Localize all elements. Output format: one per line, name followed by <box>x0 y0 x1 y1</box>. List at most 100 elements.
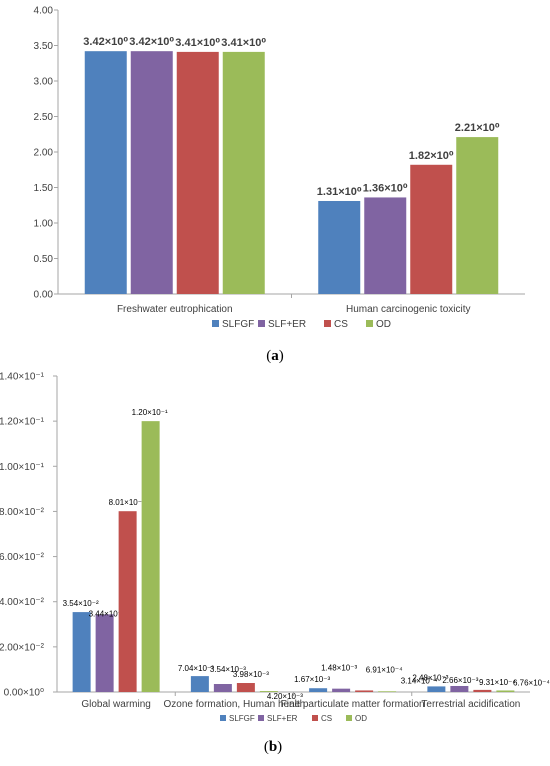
data-label: 7.04×10⁻³ <box>178 664 214 673</box>
bar <box>450 685 469 692</box>
legend-swatch <box>312 715 318 721</box>
bar <box>72 612 91 692</box>
y-tick-label: 3.50 <box>34 41 54 52</box>
y-tick-label: 6.00×10⁻² <box>0 552 45 563</box>
data-label: 2.21×10⁰ <box>455 122 500 134</box>
bar <box>222 51 265 294</box>
bar <box>309 688 328 692</box>
bar <box>378 691 397 692</box>
data-label: 1.36×10⁰ <box>363 182 408 194</box>
y-tick-label: 2.00×10⁻² <box>0 642 45 653</box>
data-label: 6.76×10⁻⁴ <box>513 678 550 687</box>
caption-close: ) <box>277 739 282 755</box>
y-tick-label: 8.00×10⁻² <box>0 507 45 518</box>
data-label: 1.31×10⁰ <box>317 186 362 198</box>
x-tick-label: Terrestrial acidification <box>421 699 520 710</box>
legend-swatch <box>258 715 264 721</box>
figure-caption: (b) <box>264 739 282 755</box>
x-tick-label: Human carcinogenic toxicity <box>346 304 471 315</box>
y-tick-label: 1.40×10⁻¹ <box>0 372 45 383</box>
data-label: 1.67×10⁻³ <box>294 675 330 684</box>
legend-entry: OD <box>355 714 367 723</box>
caption-open: ( <box>266 348 271 364</box>
data-label: 9.31×10⁻⁴ <box>479 678 516 687</box>
bar <box>364 197 407 294</box>
bar <box>496 690 515 692</box>
data-label: 6.91×10⁻⁴ <box>366 665 403 674</box>
data-label: 3.98×10⁻³ <box>233 670 269 679</box>
legend-swatch <box>346 715 352 721</box>
bar <box>213 684 232 692</box>
caption-letter: a <box>271 348 279 364</box>
bar <box>95 614 114 692</box>
figure-caption: (a) <box>266 348 284 364</box>
caption-close: ) <box>279 348 284 364</box>
data-label: 3.44×10⁻² <box>89 609 125 618</box>
bar <box>410 164 453 294</box>
bar <box>118 511 137 692</box>
data-label: 4.20×10⁻³ <box>267 692 303 701</box>
legend-swatch <box>366 320 373 327</box>
bar <box>190 676 209 692</box>
chart-a: 0.00 0.50 1.00 1.50 2.00 2.50 3.00 3.50 4.00 Fres… <box>34 6 525 364</box>
data-label: 1.82×10⁰ <box>409 150 454 162</box>
bar <box>130 51 173 295</box>
y-tick-label: 1.20×10⁻¹ <box>0 417 45 428</box>
data-label: 3.42×10⁰ <box>83 36 128 48</box>
data-label: 3.42×10⁰ <box>129 36 174 48</box>
legend: SLFGF SLF+ER CS OD <box>212 319 391 330</box>
bar <box>456 137 499 294</box>
bar <box>473 689 492 692</box>
bar <box>332 688 351 692</box>
legend-swatch <box>212 320 219 327</box>
data-label: 3.41×10⁰ <box>221 37 266 49</box>
bar <box>84 51 127 295</box>
data-label: 3.54×10⁻² <box>63 599 99 608</box>
y-tick-label: 3.00 <box>34 77 54 88</box>
legend-entry: OD <box>376 319 391 330</box>
x-tick-label: Fine particulate matter formation <box>281 699 425 710</box>
y-tick-label: 1.50 <box>34 183 54 194</box>
data-label: 8.01×10⁻² <box>109 498 145 507</box>
data-label: 1.20×10⁻¹ <box>132 408 168 417</box>
chart-b: 0.00×10⁰ 2.00×10⁻² 4.00×10⁻² 6.00×10⁻² 8.00×… <box>0 372 550 756</box>
legend-entry: CS <box>321 714 332 723</box>
bar <box>141 421 160 692</box>
data-label: 2.48×10⁻³ <box>412 673 448 682</box>
x-tick-label: Freshwater eutrophication <box>117 304 233 315</box>
y-tick-label: 1.00 <box>34 219 54 230</box>
x-tick-label: Ozone formation, Human health <box>164 699 306 710</box>
bar <box>176 51 219 294</box>
y-tick-label: 0.00 <box>34 290 54 301</box>
bar <box>427 686 446 692</box>
y-tick-label: 4.00 <box>34 6 54 17</box>
legend-swatch <box>324 320 331 327</box>
data-label: 1.48×10⁻³ <box>321 664 357 673</box>
data-label: 3.54×10⁻³ <box>210 665 246 674</box>
legend-entry: SLF+ER <box>267 714 298 723</box>
y-tick-label: 1.00×10⁻¹ <box>0 462 45 473</box>
legend-entry: SLFGF <box>229 714 255 723</box>
legend-entry: SLF+ER <box>268 319 306 330</box>
legend-entry: SLFGF <box>222 319 254 330</box>
caption-open: ( <box>264 739 269 755</box>
caption-letter: b <box>269 739 277 755</box>
x-tick-label: Global warming <box>81 699 150 710</box>
legend-swatch <box>220 715 226 721</box>
legend: SLFGF SLF+ER CS OD <box>220 714 367 723</box>
y-tick-label: 2.50 <box>34 112 54 123</box>
bar <box>318 200 361 294</box>
data-label: 3.14×10⁻⁴ <box>401 676 438 685</box>
legend-swatch <box>258 320 265 327</box>
bar <box>355 690 374 692</box>
y-tick-label: 2.00 <box>34 148 54 159</box>
bar <box>259 691 278 692</box>
legend-entry: CS <box>334 319 348 330</box>
y-tick-label: 0.00×10⁰ <box>4 688 44 699</box>
data-label: 3.41×10⁰ <box>175 37 220 49</box>
data-label: 2.66×10⁻³ <box>442 676 478 685</box>
bar <box>236 683 255 692</box>
y-tick-label: 4.00×10⁻² <box>0 597 45 608</box>
